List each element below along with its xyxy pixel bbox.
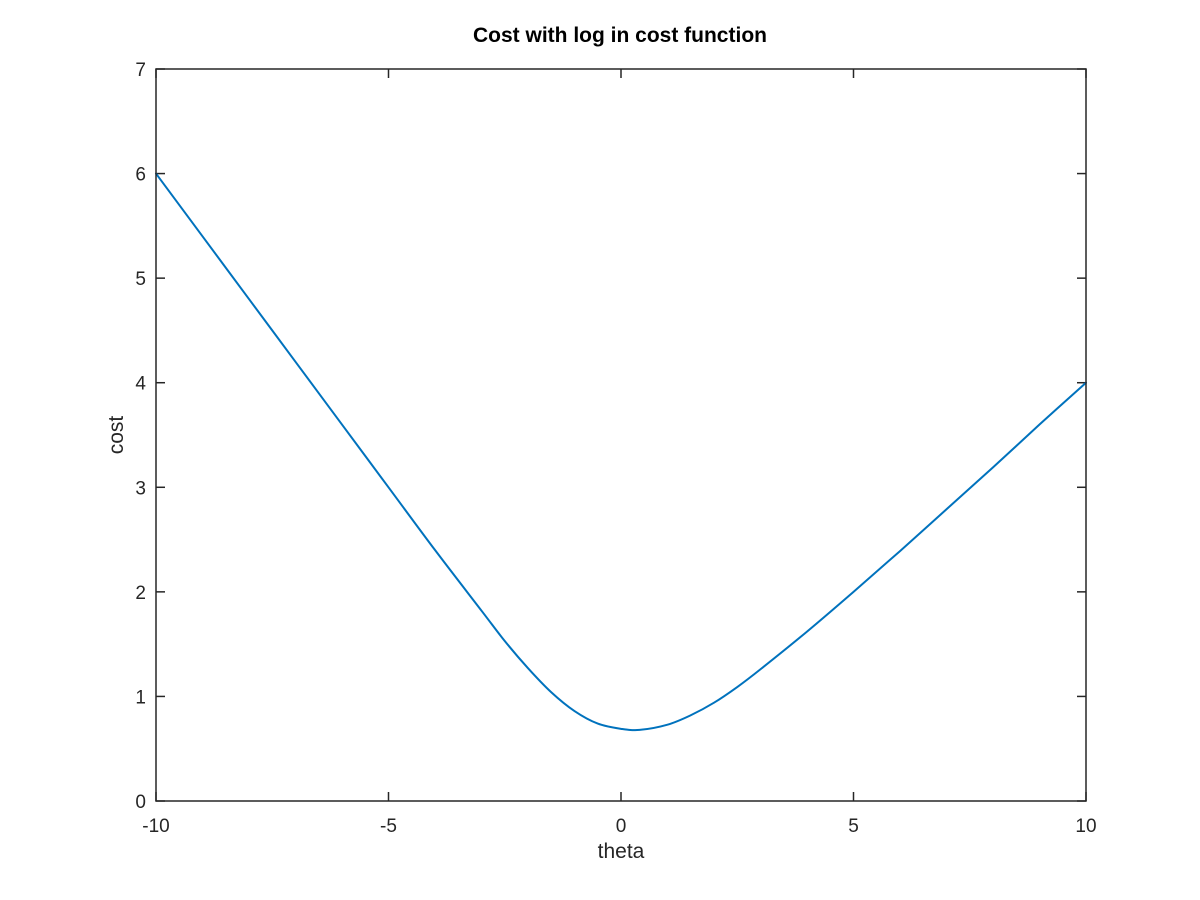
plot-area (156, 69, 1086, 801)
y-tick-label: 4 (135, 374, 146, 395)
series-group (155, 172, 1087, 732)
x-axis-label: theta (598, 840, 645, 863)
y-tick-label: 6 (135, 165, 146, 186)
axes-box (155, 68, 1087, 802)
x-tick-label: 10 (1075, 816, 1096, 837)
x-tick-label: 0 (616, 816, 627, 837)
series-line-0 (155, 172, 1087, 732)
chart-title: Cost with log in cost function (473, 24, 767, 47)
y-tick-label: 0 (135, 792, 146, 813)
y-tick-label: 1 (135, 687, 146, 708)
y-tick-label: 5 (135, 269, 146, 290)
y-tick-label: 7 (135, 60, 146, 81)
y-tick-label: 2 (135, 583, 146, 604)
y-axis-label: cost (105, 416, 128, 455)
x-tick-label: 5 (848, 816, 859, 837)
x-tick-label: -5 (380, 816, 397, 837)
y-tick-label: 3 (135, 478, 146, 499)
x-tick-label: -10 (142, 816, 169, 837)
